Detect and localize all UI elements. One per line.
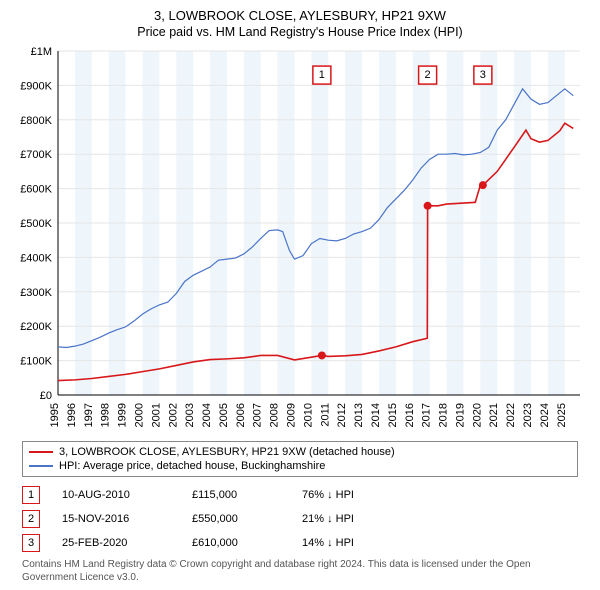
x-tick-label: 2012 bbox=[336, 403, 348, 427]
event-date: 25-FEB-2020 bbox=[62, 537, 192, 549]
x-tick-label: 2021 bbox=[488, 403, 500, 427]
legend-row: HPI: Average price, detached house, Buck… bbox=[29, 459, 571, 473]
x-tick-label: 2024 bbox=[539, 403, 551, 427]
line-chart-svg: £0 £100K £200K £300K £400K £500K £600K £700K £80… bbox=[10, 45, 590, 435]
event-date: 15-NOV-2016 bbox=[62, 513, 192, 525]
x-tick-label: 2018 bbox=[438, 403, 450, 427]
sale-point-3 bbox=[479, 181, 487, 189]
event-diff: 76% ↓ HPI bbox=[302, 489, 578, 501]
x-tick-label: 2003 bbox=[184, 403, 196, 427]
x-tick-label: 2008 bbox=[269, 403, 281, 427]
chart-area: £0 £100K £200K £300K £400K £500K £600K £700K £80… bbox=[10, 45, 590, 435]
event-date: 10-AUG-2010 bbox=[62, 489, 192, 501]
x-tick-label: 2016 bbox=[404, 403, 416, 427]
sale-point-1 bbox=[318, 351, 326, 359]
legend-row: 3, LOWBROOK CLOSE, AYLESBURY, HP21 9XW (… bbox=[29, 445, 571, 459]
event-price: £115,000 bbox=[192, 489, 302, 501]
x-tick-label: 2014 bbox=[370, 403, 382, 427]
chart-subtitle: Price paid vs. HM Land Registry's House … bbox=[10, 25, 590, 39]
x-tick-label: 2005 bbox=[218, 403, 230, 427]
event-marker-3: 3 bbox=[22, 534, 40, 552]
x-tick-label: 2019 bbox=[454, 403, 466, 427]
x-tick-label: 1998 bbox=[100, 403, 112, 427]
x-tick-label: 2006 bbox=[235, 403, 247, 427]
x-tick-label: 2017 bbox=[421, 403, 433, 427]
x-tick-label: 2013 bbox=[353, 403, 365, 427]
y-tick-label: £1M bbox=[31, 46, 52, 58]
copyright-text: Contains HM Land Registry data © Crown c… bbox=[22, 559, 578, 584]
y-tick-label: £100K bbox=[20, 356, 52, 368]
event-price: £550,000 bbox=[192, 513, 302, 525]
x-tick-label: 2023 bbox=[522, 403, 534, 427]
chart-title: 3, LOWBROOK CLOSE, AYLESBURY, HP21 9XW bbox=[10, 8, 590, 23]
x-tick-label: 2007 bbox=[252, 403, 264, 427]
event-diff: 14% ↓ HPI bbox=[302, 537, 578, 549]
y-tick-label: £300K bbox=[20, 287, 52, 299]
y-tick-label: £500K bbox=[20, 218, 52, 230]
x-tick-label: 1995 bbox=[49, 403, 61, 427]
events-table: 1 10-AUG-2010£115,00076% ↓ HPI 2 15-NOV-201… bbox=[22, 483, 578, 555]
x-tick-label: 2015 bbox=[387, 403, 399, 427]
y-tick-label: £0 bbox=[40, 390, 52, 402]
legend-box: 3, LOWBROOK CLOSE, AYLESBURY, HP21 9XW (… bbox=[22, 441, 578, 477]
x-tick-label: 2022 bbox=[505, 403, 517, 427]
y-tick-label: £400K bbox=[20, 252, 52, 264]
y-tick-label: £800K bbox=[20, 115, 52, 127]
x-tick-label: 2025 bbox=[556, 403, 568, 427]
x-tick-label: 2002 bbox=[167, 403, 179, 427]
x-tick-label: 2010 bbox=[302, 403, 314, 427]
sale-point-2 bbox=[424, 202, 432, 210]
event-diff: 21% ↓ HPI bbox=[302, 513, 578, 525]
event-row: 1 10-AUG-2010£115,00076% ↓ HPI bbox=[22, 483, 578, 507]
event-row: 2 15-NOV-2016£550,00021% ↓ HPI bbox=[22, 507, 578, 531]
event-price: £610,000 bbox=[192, 537, 302, 549]
x-tick-label: 2011 bbox=[319, 403, 331, 427]
x-tick-label: 1997 bbox=[83, 403, 95, 427]
x-tick-label: 2009 bbox=[286, 403, 298, 427]
legend-label: 3, LOWBROOK CLOSE, AYLESBURY, HP21 9XW (… bbox=[59, 446, 395, 458]
event-marker-1: 1 bbox=[22, 486, 40, 504]
sale-marker-num-2: 2 bbox=[425, 69, 431, 81]
x-tick-label: 2020 bbox=[471, 403, 483, 427]
legend-swatch bbox=[29, 465, 53, 467]
sale-marker-num-3: 3 bbox=[480, 69, 486, 81]
x-tick-label: 2004 bbox=[201, 403, 213, 427]
event-row: 3 25-FEB-2020£610,00014% ↓ HPI bbox=[22, 531, 578, 555]
y-tick-label: £900K bbox=[20, 80, 52, 92]
legend-swatch bbox=[29, 451, 53, 453]
y-tick-label: £200K bbox=[20, 321, 52, 333]
x-tick-label: 2000 bbox=[133, 403, 145, 427]
event-marker-2: 2 bbox=[22, 510, 40, 528]
y-tick-label: £700K bbox=[20, 149, 52, 161]
x-tick-label: 1999 bbox=[117, 403, 129, 427]
sale-marker-num-1: 1 bbox=[319, 69, 325, 81]
x-tick-label: 2001 bbox=[150, 403, 162, 427]
legend-label: HPI: Average price, detached house, Buck… bbox=[59, 460, 325, 472]
x-tick-label: 1996 bbox=[66, 403, 78, 427]
y-tick-label: £600K bbox=[20, 184, 52, 196]
